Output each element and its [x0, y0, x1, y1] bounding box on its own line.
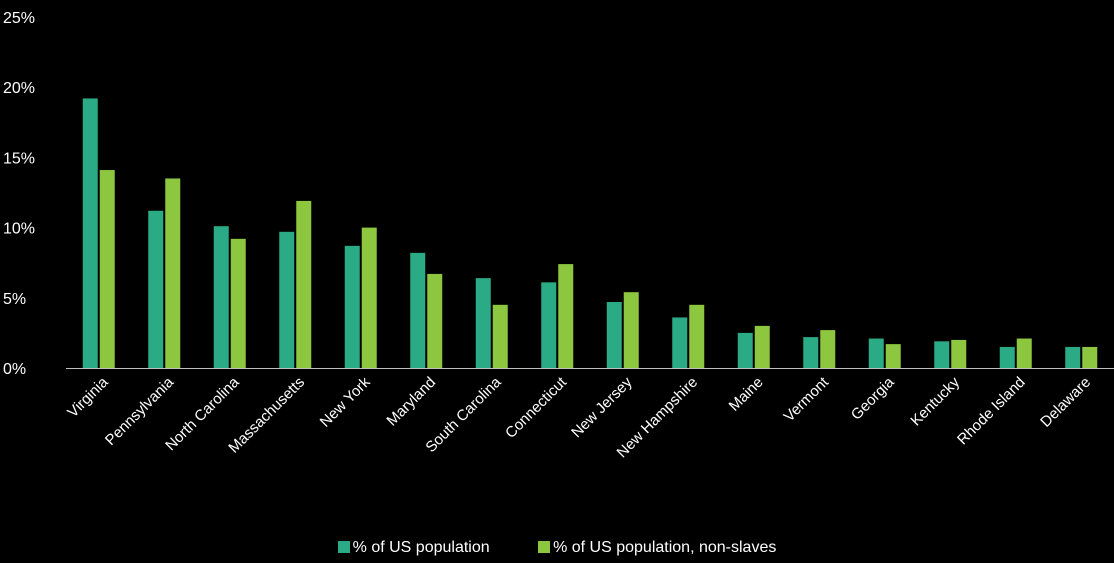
bar-series-1 — [410, 252, 426, 368]
bar-series-1 — [606, 302, 622, 368]
bar-series-2 — [99, 170, 115, 368]
bar-series-1 — [1065, 346, 1081, 368]
bar-series-1 — [213, 226, 229, 368]
legend-label-series-2: % of US population, non-slaves — [553, 539, 777, 556]
bar-series-1 — [148, 210, 164, 368]
bar-series-2 — [1082, 346, 1098, 368]
y-axis: 0% 5% 10% 15% 20% 25% — [3, 10, 35, 378]
x-tick-label: Maryland — [383, 374, 439, 430]
y-tick-label: 15% — [3, 150, 35, 167]
bar-series-1 — [541, 282, 557, 368]
x-tick-label: New York — [317, 373, 374, 430]
y-tick-label: 10% — [3, 221, 35, 238]
x-tick-label: Kentucky — [907, 373, 963, 429]
x-tick-label: Connecticut — [502, 373, 571, 442]
bar-series-1 — [475, 278, 491, 368]
bar-series-1 — [999, 346, 1015, 368]
x-tick-label: Maine — [726, 374, 767, 415]
y-tick-label: 0% — [3, 361, 26, 378]
bar-series-1 — [868, 338, 884, 368]
bar-series-2 — [820, 330, 836, 368]
bar-series-1 — [672, 317, 688, 368]
legend-label-series-1: % of US population — [352, 539, 490, 556]
y-tick-label: 5% — [3, 291, 26, 308]
bar-series-1 — [344, 245, 360, 368]
bar-series-2 — [296, 200, 312, 368]
x-tick-label: Vermont — [781, 373, 833, 425]
x-tick-label: New Jersey — [568, 373, 636, 441]
bar-series-2 — [885, 344, 901, 368]
bar-series-1 — [803, 337, 819, 368]
x-tick-label: Delaware — [1037, 374, 1094, 431]
bars — [82, 98, 1098, 368]
bar-series-1 — [279, 231, 295, 368]
bar-series-2 — [689, 304, 705, 368]
bar-series-2 — [754, 325, 770, 368]
y-tick-label: 20% — [3, 80, 35, 97]
bar-series-2 — [1016, 338, 1032, 368]
bar-series-2 — [558, 264, 574, 368]
y-tick-label: 25% — [3, 10, 35, 27]
x-tick-label: Georgia — [848, 373, 898, 423]
bar-series-2 — [951, 339, 967, 368]
legend-item-series-1: % of US population — [337, 539, 490, 557]
x-tick-label: Virginia — [64, 373, 112, 421]
legend-swatch-series-1 — [337, 541, 350, 553]
legend-item-series-2: % of US population, non-slaves — [538, 539, 776, 557]
bar-series-1 — [934, 341, 950, 368]
bar-series-2 — [623, 292, 639, 368]
x-tick-label: Rhode Island — [954, 374, 1029, 449]
bar-series-2 — [165, 178, 181, 368]
legend-swatch-series-2 — [538, 541, 551, 553]
bar-series-2 — [230, 238, 246, 368]
legend: % of US population % of US population, n… — [0, 539, 1114, 557]
bar-series-2 — [361, 227, 377, 368]
bar-series-2 — [427, 273, 443, 368]
bar-series-1 — [82, 98, 98, 368]
bar-series-1 — [737, 332, 753, 368]
bar-series-2 — [492, 304, 508, 368]
